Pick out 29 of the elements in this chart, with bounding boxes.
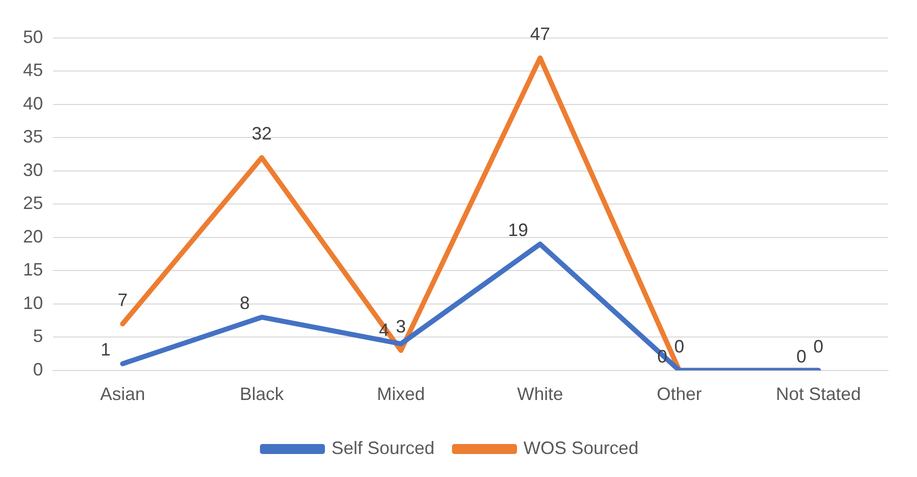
y-tick-label: 0	[33, 359, 44, 380]
x-tick-label: Not Stated	[776, 384, 861, 404]
data-label: 0	[813, 336, 824, 356]
y-tick-label: 20	[22, 226, 44, 246]
data-label: 7	[118, 290, 128, 310]
data-label: 32	[252, 124, 272, 144]
y-tick-label: 35	[22, 126, 44, 147]
x-tick-label: Other	[656, 384, 702, 404]
y-tick-label: 45	[22, 60, 44, 80]
data-label: 3	[396, 316, 406, 336]
y-tick-label: 10	[22, 292, 44, 313]
y-tick-label: 5	[33, 326, 44, 346]
data-label: 0	[674, 336, 684, 356]
data-label: 47	[530, 24, 550, 44]
x-tick-label: Asian	[100, 384, 146, 404]
y-tick-label: 40	[22, 93, 44, 114]
data-label: 0	[796, 346, 806, 366]
x-tick-label: White	[517, 384, 564, 404]
data-label: 8	[240, 293, 250, 314]
y-tick-label: 15	[22, 260, 44, 280]
x-tick-label: Black	[240, 384, 285, 404]
data-label: 19	[508, 220, 528, 240]
x-tick-label: Mixed	[376, 384, 425, 404]
y-tick-label: 25	[22, 193, 44, 214]
legend-label: Self Sourced	[331, 438, 435, 458]
y-tick-label: 30	[22, 160, 44, 180]
data-label: 1	[100, 340, 111, 360]
y-tick-label: 50	[22, 26, 44, 47]
legend-label: WOS Sourced	[524, 438, 639, 458]
